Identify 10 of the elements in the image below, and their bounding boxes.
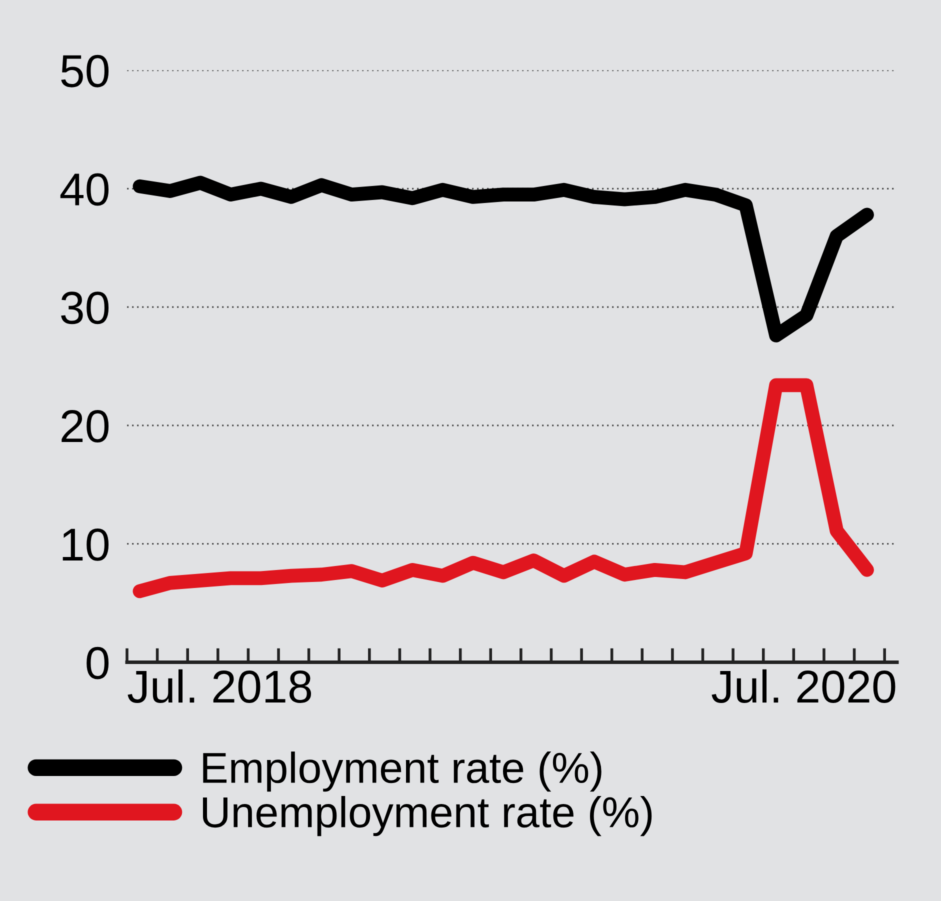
- y-tick-label: 40: [60, 173, 109, 206]
- y-tick-label: 0: [86, 646, 109, 680]
- y-tick-label: 30: [61, 292, 109, 324]
- legend-label: Unemployment rate (%): [202, 796, 652, 836]
- legend-label: Employment rate (%): [203, 752, 602, 792]
- y-tick-label: 50: [61, 54, 109, 88]
- text: Jul. 2020: [712, 669, 896, 704]
- text: Jul. 2018: [128, 669, 312, 704]
- y-tick-label: 10: [62, 528, 109, 561]
- y-tick-label: 20: [62, 410, 109, 443]
